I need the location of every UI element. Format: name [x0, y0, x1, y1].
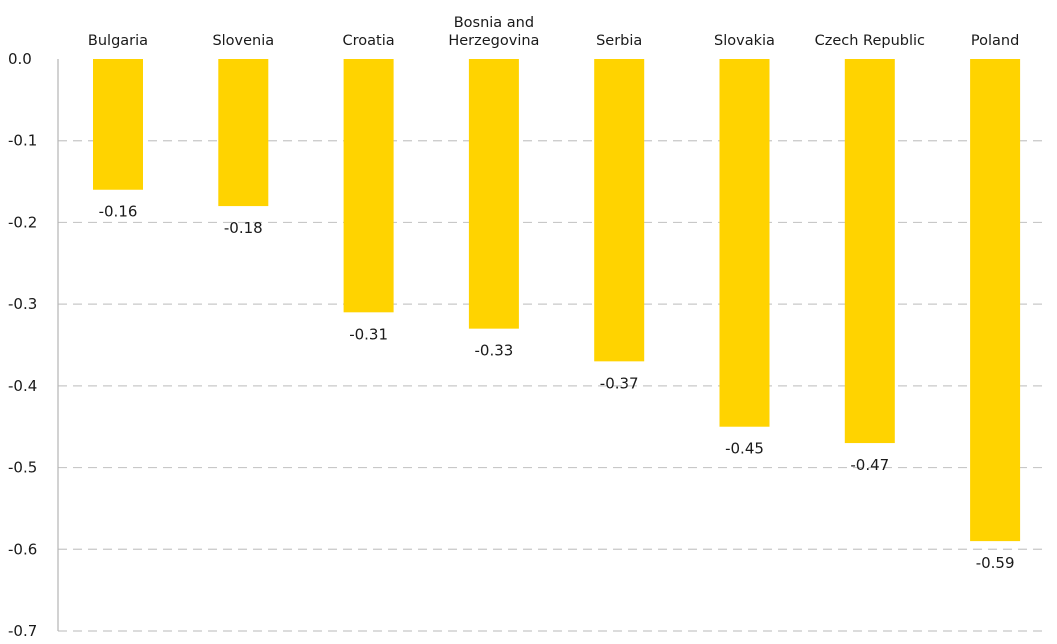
category-label: Bosnia and	[454, 15, 534, 31]
category-label: Slovakia	[714, 33, 775, 49]
category-label: Czech Republic	[815, 33, 925, 49]
data-label: -0.45	[725, 440, 764, 458]
gridlines	[58, 140, 1048, 632]
data-label: -0.31	[349, 325, 388, 343]
category-label: Serbia	[596, 33, 642, 49]
y-axis: 0.0 -0.1 -0.2 -0.3 -0.4 -0.5 -0.6 -0.7	[8, 50, 59, 640]
y-tick-label: -0.6	[8, 540, 37, 558]
y-tick-label: -0.7	[8, 622, 37, 640]
category-label: Herzegovina	[448, 33, 539, 49]
data-label: -0.18	[224, 219, 263, 237]
bar	[468, 59, 519, 329]
bar	[93, 59, 143, 190]
bar	[970, 59, 1021, 542]
category-label: Croatia	[343, 33, 395, 49]
category-label: Poland	[971, 33, 1019, 49]
data-label: -0.37	[600, 374, 639, 392]
bar	[719, 59, 770, 427]
data-label: -0.47	[850, 456, 889, 474]
y-tick-label: 0.0	[8, 50, 32, 68]
data-label: -0.16	[99, 203, 138, 221]
y-tick-label: -0.2	[8, 213, 37, 231]
bar	[844, 59, 895, 444]
y-tick-label: -0.1	[8, 132, 37, 150]
data-label: -0.33	[474, 342, 513, 360]
category-label: Bulgaria	[88, 33, 148, 49]
data-label: -0.59	[976, 554, 1015, 572]
y-tick-label: -0.3	[8, 295, 37, 313]
bar	[218, 59, 269, 207]
labels: -0.16 Bulgaria -0.18 Slovenia -0.31 Croatia -0…	[88, 15, 1019, 572]
bars	[93, 59, 1021, 542]
bar	[594, 59, 645, 362]
y-tick-label: -0.5	[8, 459, 37, 477]
y-tick-label: -0.4	[8, 377, 37, 395]
category-label: Slovenia	[212, 33, 274, 49]
bar	[343, 59, 394, 313]
